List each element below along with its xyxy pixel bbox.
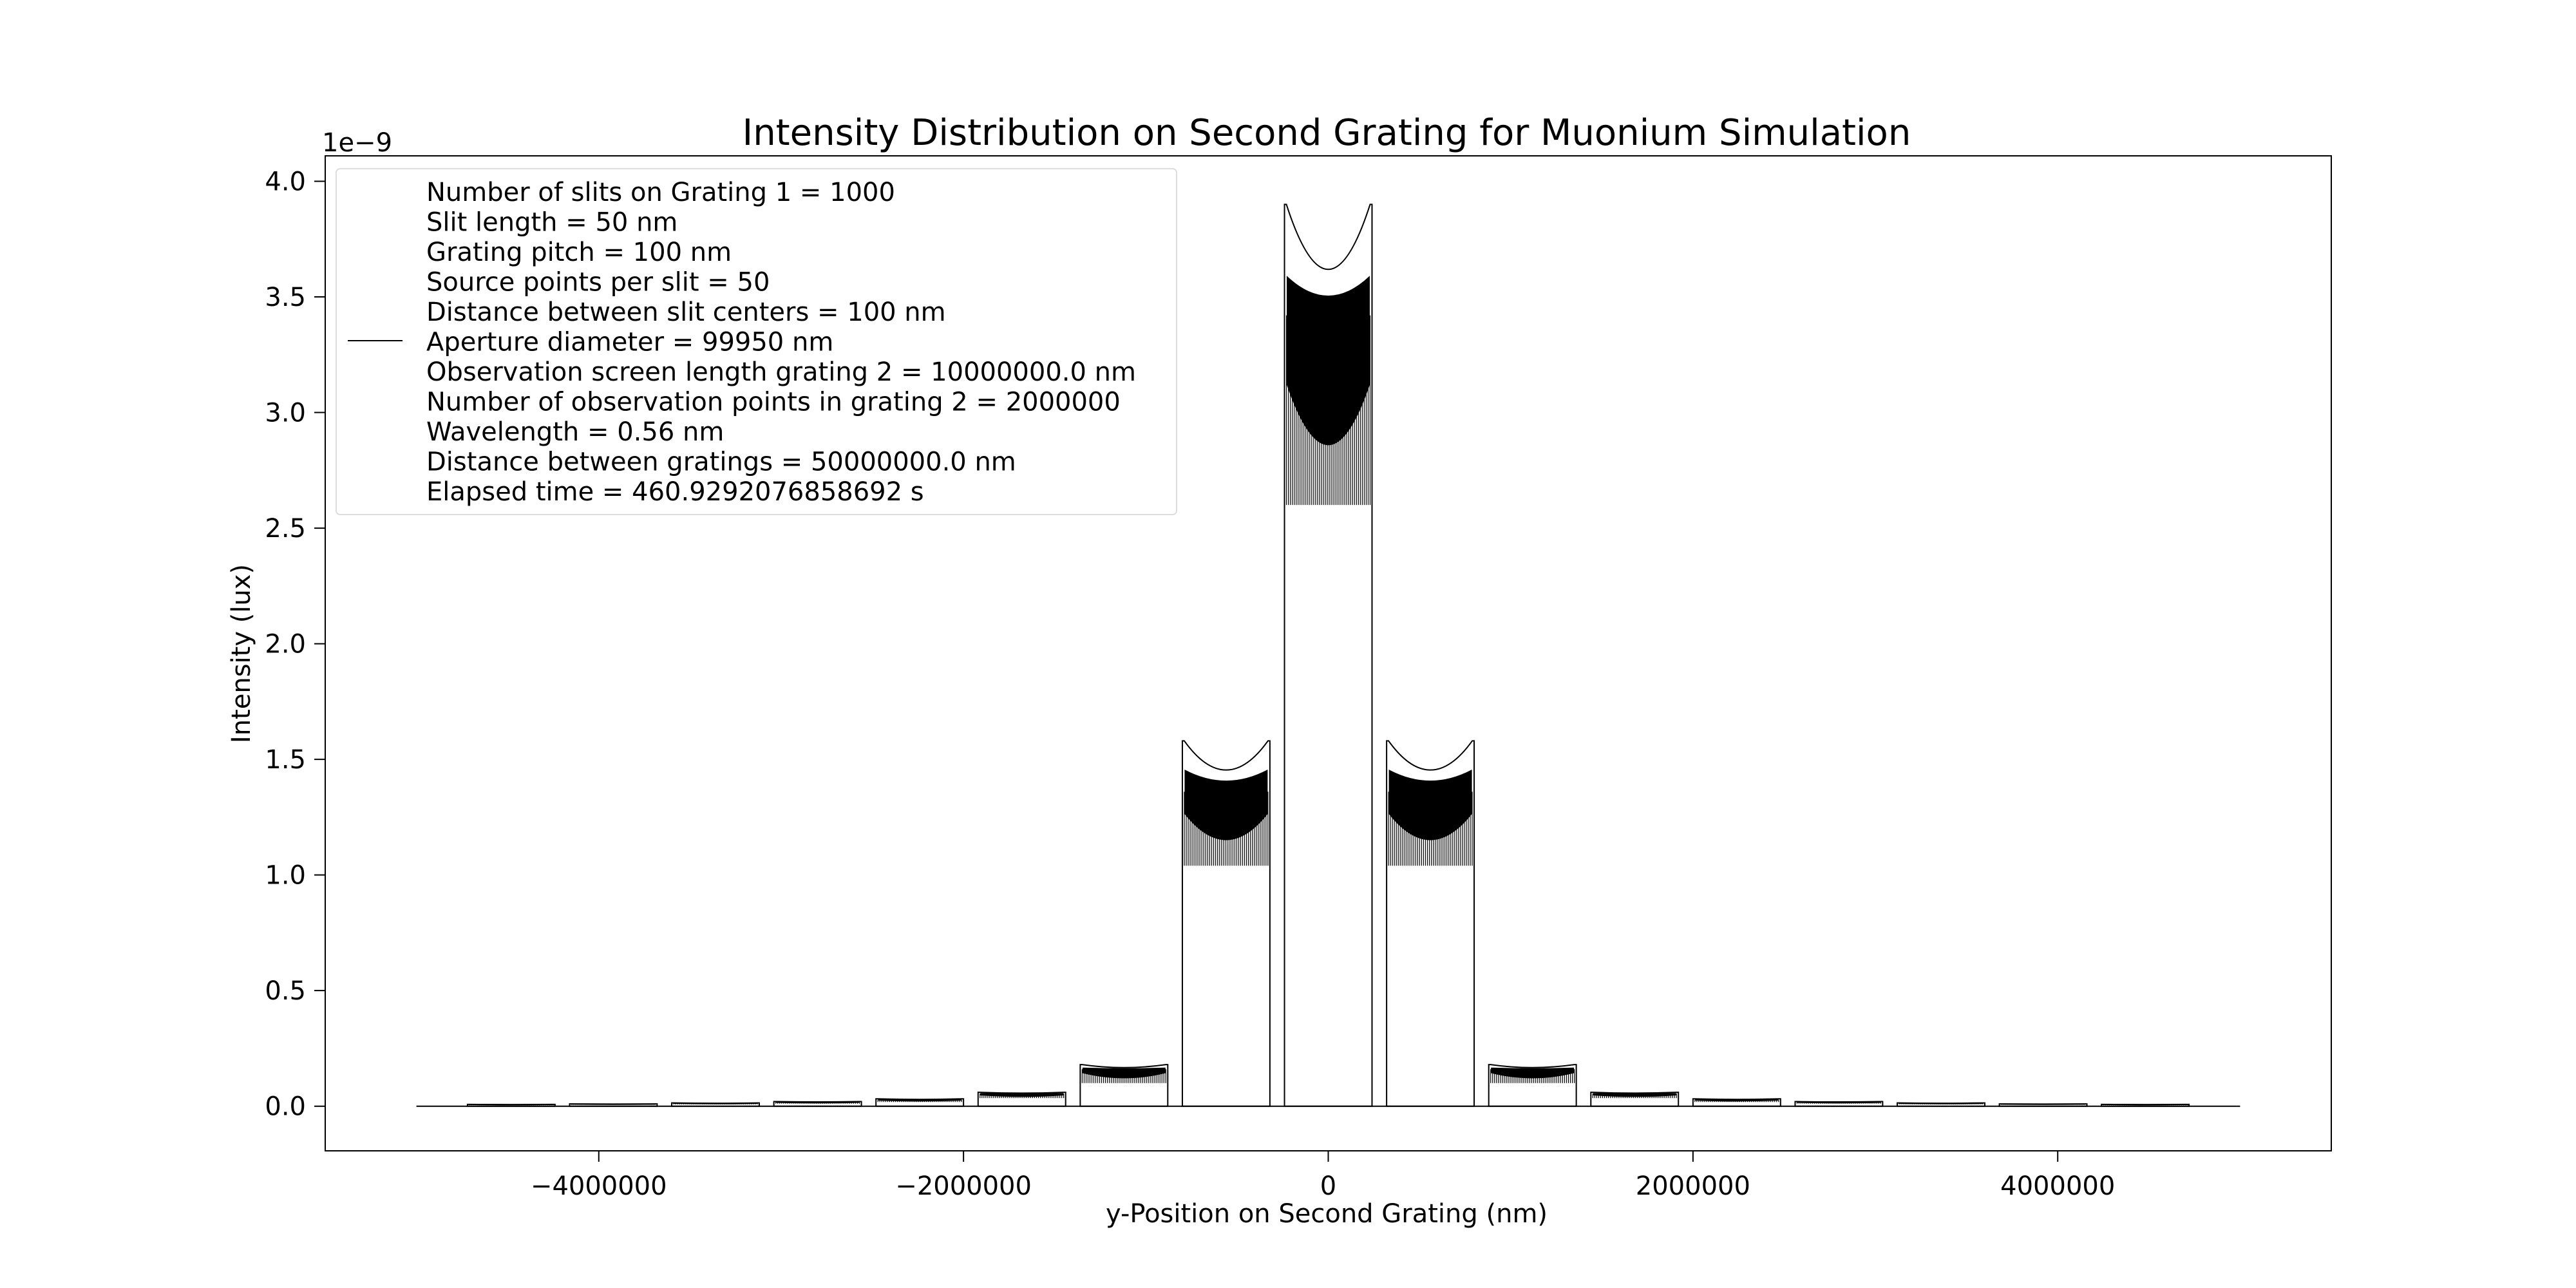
x-axis-label: y-Position on Second Grating (nm)	[1106, 1199, 1548, 1229]
y-axis-label: Intensity (lux)	[227, 564, 256, 743]
legend-entry: Number of observation points in grating …	[426, 388, 1121, 417]
y-tick-label: 1.5	[265, 745, 306, 775]
legend-entry: Distance between slit centers = 100 nm	[426, 298, 946, 327]
legend-entry: Slit length = 50 nm	[426, 208, 677, 238]
x-tick-label: 0	[1320, 1171, 1336, 1201]
legend-entry: Grating pitch = 100 nm	[426, 238, 732, 267]
y-tick-label: 0.5	[265, 976, 306, 1006]
legend-entry: Number of slits on Grating 1 = 1000	[426, 178, 895, 207]
legend-entry: Aperture diameter = 99950 nm	[426, 328, 833, 357]
legend-entry: Elapsed time = 460.9292076858692 s	[426, 477, 924, 507]
y-tick-label: 2.5	[265, 514, 306, 544]
x-tick-label: −2000000	[895, 1171, 1032, 1201]
x-tick-label: 4000000	[2000, 1171, 2115, 1201]
y-tick-label: 3.5	[265, 283, 306, 312]
y-tick-label: 4.0	[265, 167, 306, 196]
legend-entry: Source points per slit = 50	[426, 268, 770, 298]
y-tick-label: 2.0	[265, 630, 306, 659]
y-tick-label: 3.0	[265, 399, 306, 428]
x-tick-label: −4000000	[531, 1171, 667, 1201]
y-offset-text: 1e−9	[322, 128, 392, 158]
x-tick-label: 2000000	[1636, 1171, 1750, 1201]
y-tick-label: 1.0	[265, 861, 306, 891]
y-tick-label: 0.0	[265, 1092, 306, 1122]
legend-entry: Wavelength = 0.56 nm	[426, 417, 724, 447]
legend: Number of slits on Grating 1 = 1000Slit …	[336, 169, 1177, 515]
legend-entry: Observation screen length grating 2 = 10…	[426, 357, 1136, 387]
chart-title: Intensity Distribution on Second Grating…	[743, 112, 1911, 154]
legend-entry: Distance between gratings = 50000000.0 n…	[426, 448, 1016, 477]
